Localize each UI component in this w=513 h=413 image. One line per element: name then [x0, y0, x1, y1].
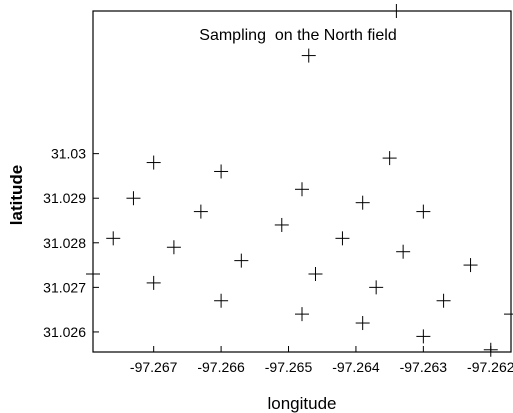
data-point	[369, 280, 384, 295]
data-point	[396, 244, 411, 259]
data-point	[382, 151, 397, 166]
x-tick-label: -97.266	[197, 359, 245, 375]
plot-area	[86, 4, 513, 357]
data-point	[436, 293, 451, 308]
x-tick-label: -97.263	[400, 359, 448, 375]
data-point	[166, 240, 181, 255]
chart-title: Sampling on the North field	[199, 27, 396, 44]
data-point	[234, 253, 249, 268]
data-point	[214, 293, 229, 308]
x-tick-label: -97.264	[332, 359, 380, 375]
data-point	[295, 182, 309, 197]
data-point	[463, 258, 478, 273]
data-point	[335, 231, 350, 246]
data-point	[126, 191, 141, 206]
x-axis-ticks: -97.267 -97.266 -97.265 -97.264 -97.263 -97.2…	[130, 346, 513, 375]
data-point	[214, 164, 229, 179]
data-points	[86, 4, 513, 357]
data-point	[295, 307, 309, 322]
x-tick-label: -97.267	[130, 359, 178, 375]
data-point	[301, 48, 316, 63]
y-tick-label: 31.028	[43, 235, 86, 251]
x-axis-title: longitude	[267, 394, 336, 413]
data-point	[416, 329, 431, 344]
data-point	[146, 275, 161, 290]
plot-frame	[92, 10, 512, 353]
data-point	[146, 155, 161, 170]
y-axis-title: latitude	[7, 165, 26, 225]
y-axis-ticks: 31.026 31.027 31.028 31.029 31.03	[43, 146, 99, 340]
x-tick-label: -97.262	[467, 359, 513, 375]
data-point	[416, 204, 431, 219]
y-tick-label: 31.026	[43, 324, 86, 340]
data-point	[355, 316, 370, 331]
data-point	[274, 217, 289, 232]
x-tick-label: -97.265	[265, 359, 313, 375]
data-point	[504, 307, 513, 322]
data-point	[389, 4, 404, 18]
y-tick-label: 31.03	[51, 146, 86, 162]
y-tick-label: 31.027	[43, 279, 86, 295]
data-point	[308, 266, 323, 281]
data-point	[193, 204, 208, 219]
y-tick-label: 31.029	[43, 190, 86, 206]
data-point	[86, 266, 100, 281]
data-point	[355, 195, 370, 210]
data-point	[106, 231, 121, 246]
